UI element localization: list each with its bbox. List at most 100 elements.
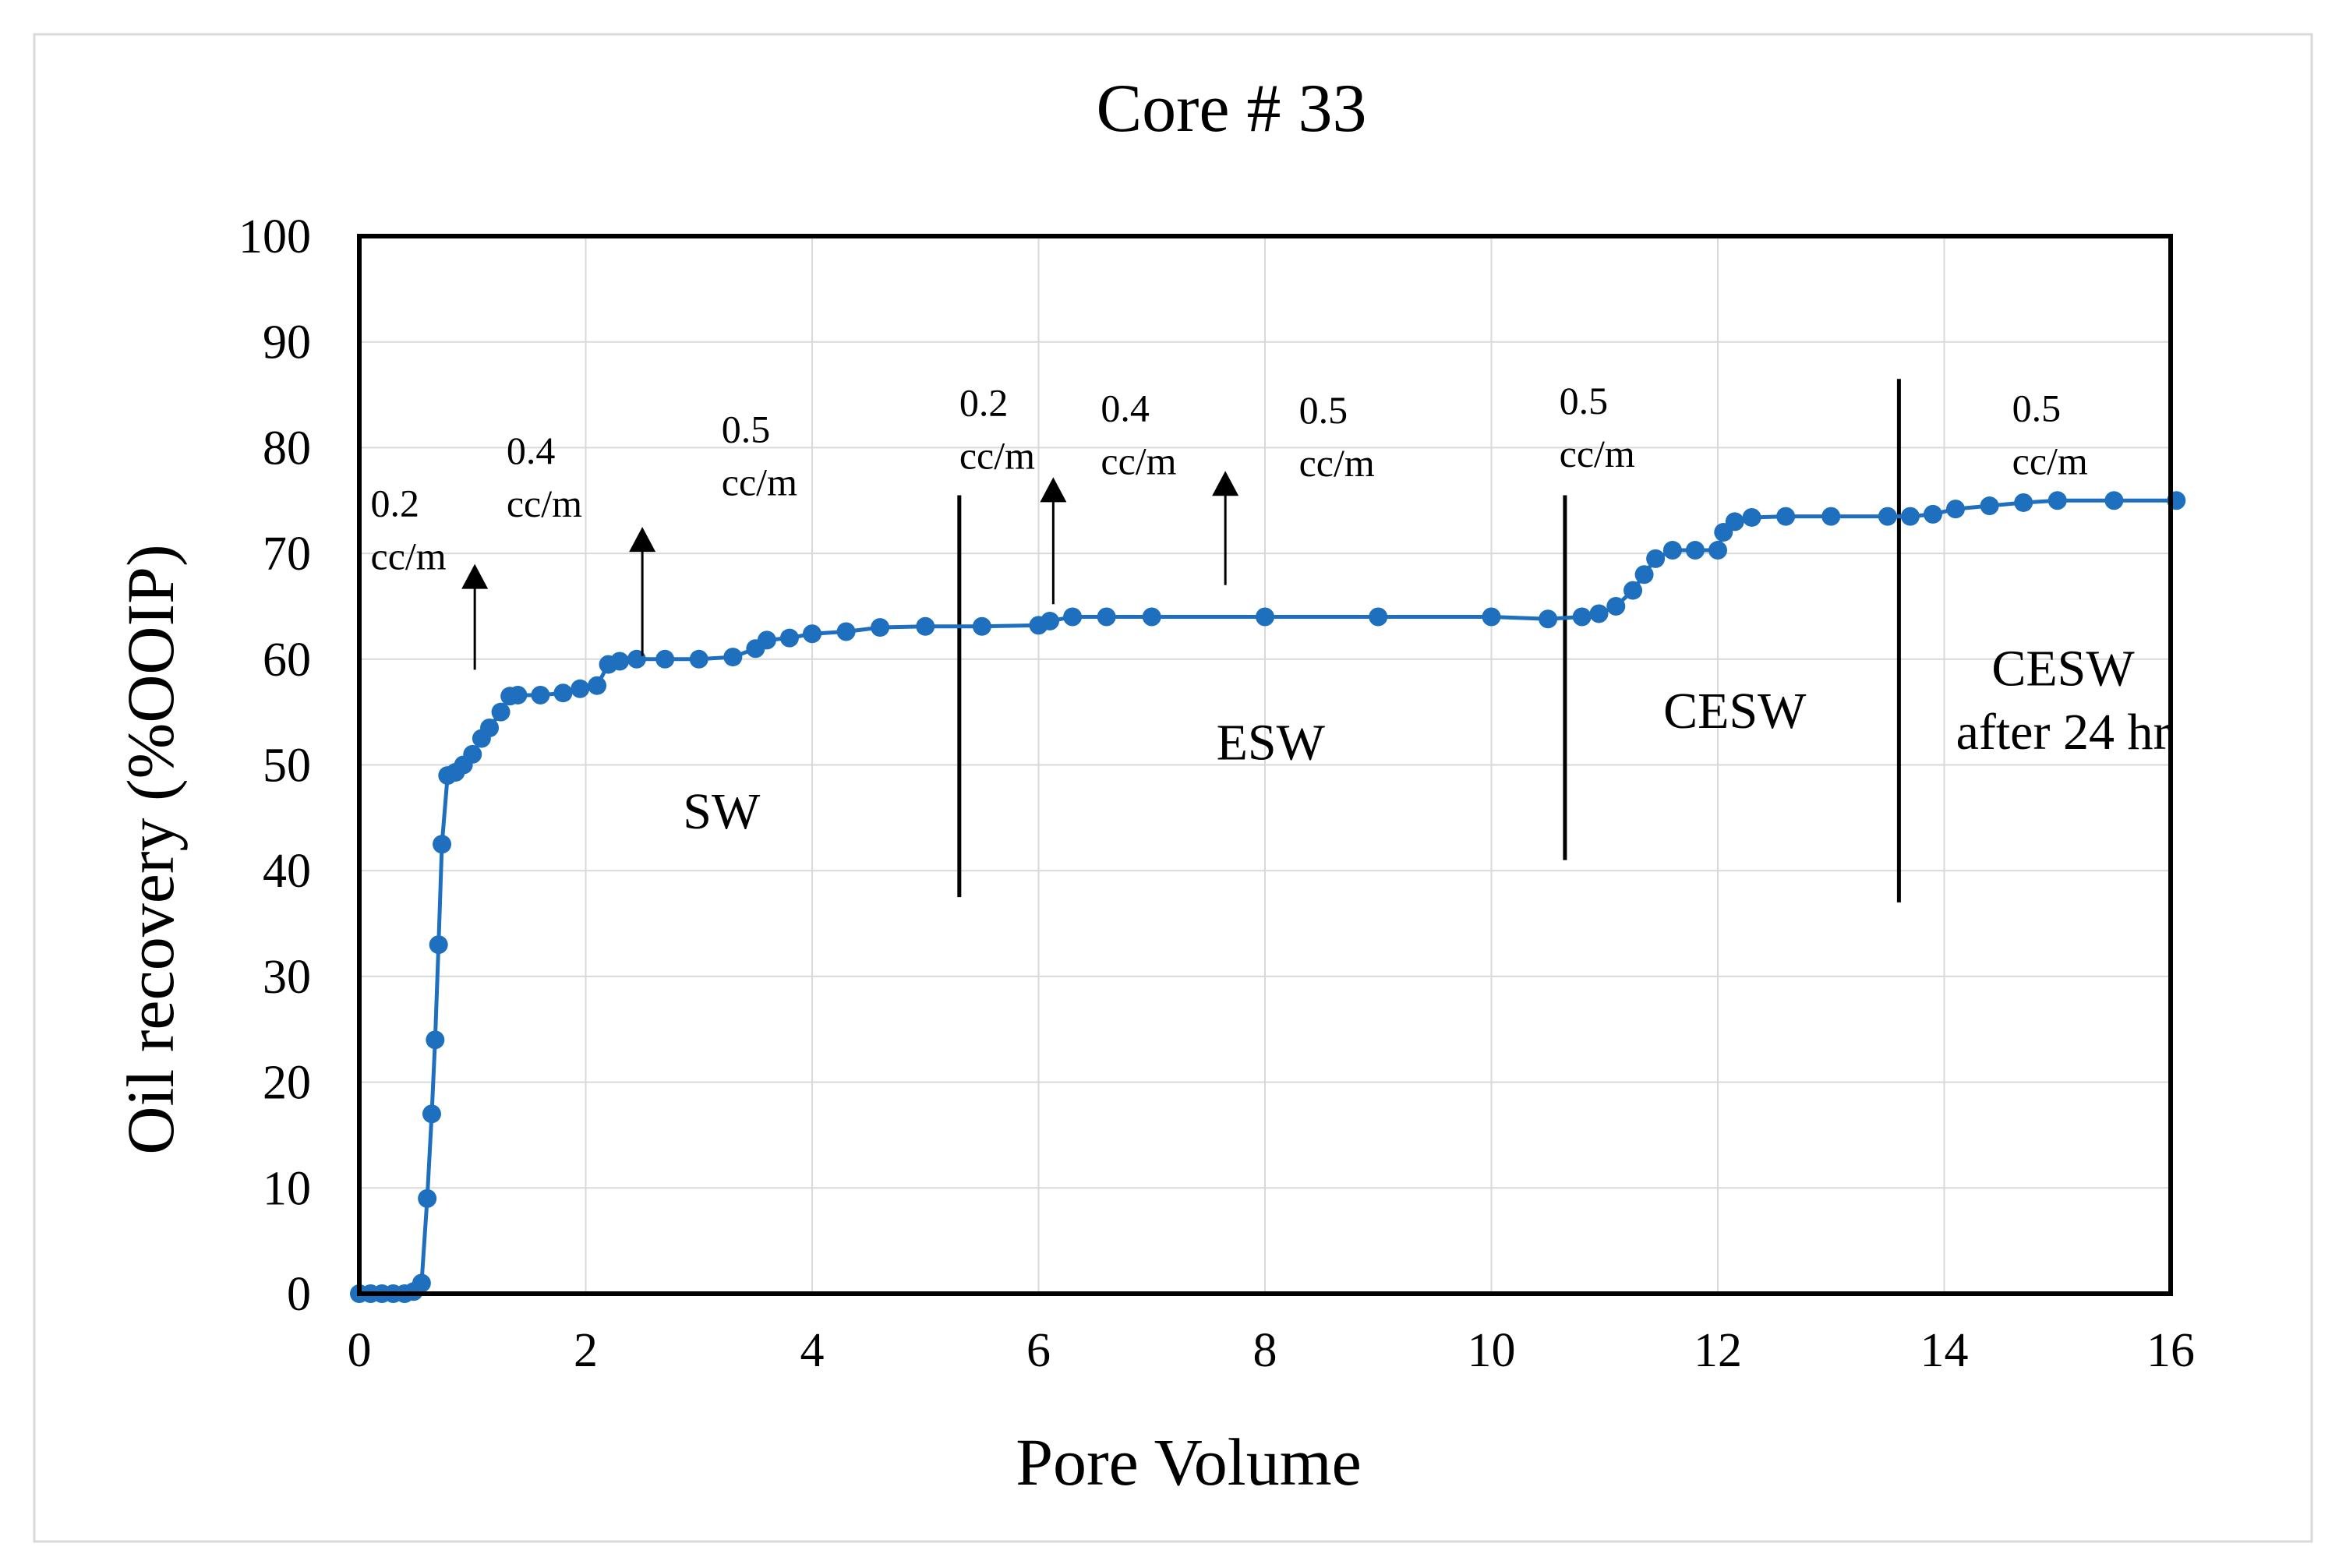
x-tick-label: 14 — [1920, 1324, 1969, 1377]
data-point — [1646, 549, 1666, 568]
data-point — [2014, 493, 2033, 512]
phase-label: ESW — [1217, 715, 1326, 772]
data-point — [2104, 491, 2124, 510]
data-point — [429, 935, 448, 955]
data-point — [531, 685, 550, 705]
x-tick-label: 10 — [1468, 1324, 1516, 1377]
rate-label-unit: cc/m — [722, 461, 797, 504]
rate-label-value: 0.2 — [371, 482, 420, 525]
chart-frame — [33, 33, 2313, 1543]
y-tick-label: 80 — [263, 422, 311, 475]
arrow-head — [1040, 477, 1067, 503]
y-tick-label: 90 — [263, 316, 311, 369]
data-point — [1776, 507, 1796, 526]
data-point — [1482, 607, 1501, 627]
phase-label: CESW — [1991, 641, 2135, 697]
rate-label-unit: cc/m — [1299, 441, 1375, 485]
series — [350, 491, 2186, 1303]
data-point — [1623, 581, 1643, 600]
x-tick-label: 2 — [574, 1324, 598, 1377]
x-tick-label: 12 — [1694, 1324, 1742, 1377]
data-point — [553, 683, 573, 703]
data-point — [916, 616, 935, 636]
data-point — [757, 630, 776, 650]
y-tick-label: 100 — [238, 210, 311, 263]
data-point — [1946, 500, 1966, 519]
y-tick-label: 40 — [263, 845, 311, 898]
data-point — [426, 1030, 445, 1050]
data-point — [1256, 607, 1274, 627]
data-point — [610, 652, 630, 671]
data-point — [1539, 609, 1558, 629]
data-point — [655, 649, 675, 669]
x-tick-label: 0 — [348, 1324, 372, 1377]
rate-label-value: 0.4 — [1101, 386, 1150, 429]
annotations: 0.2 cc/m 0.4 cc/m 0.5 cc/m 0.2 cc/m 0.4 cc/m 0.5 cc… — [371, 379, 2171, 840]
data-point — [491, 702, 511, 722]
data-point — [803, 624, 821, 644]
data-point — [1878, 507, 1897, 526]
arrow-head — [461, 563, 489, 589]
chart-title: Core # 33 — [1096, 71, 1366, 147]
data-point — [418, 1188, 437, 1208]
y-tick-label: 70 — [263, 528, 311, 581]
data-point — [412, 1273, 431, 1293]
y-tick-label: 0 — [287, 1268, 311, 1321]
y-tick-label: 10 — [263, 1162, 311, 1215]
x-tick-label: 16 — [2146, 1324, 2195, 1377]
rate-label-unit: cc/m — [2012, 439, 2088, 482]
rate-label-value: 0.2 — [959, 381, 1009, 425]
data-point — [1097, 607, 1116, 627]
rate-label-unit: cc/m — [507, 482, 582, 525]
data-point — [723, 648, 743, 667]
y-tick-label: 50 — [263, 740, 311, 793]
data-point — [1662, 541, 1682, 560]
data-point — [1900, 507, 1920, 526]
phase-label: after 24 hr — [1956, 704, 2171, 761]
y-tick-label: 60 — [263, 634, 311, 687]
data-point — [1708, 541, 1727, 560]
y-tick-label: 20 — [263, 1057, 311, 1110]
data-point — [588, 676, 607, 695]
phase-dividers — [957, 379, 1901, 902]
grid — [359, 235, 2171, 1294]
x-tick-label: 4 — [800, 1324, 825, 1377]
x-tick-label: 8 — [1253, 1324, 1277, 1377]
data-point — [1063, 607, 1083, 627]
rate-label-value: 0.5 — [1560, 379, 1608, 422]
arrow-head — [629, 527, 656, 553]
rate-label-value: 0.5 — [2012, 386, 2062, 429]
y-axis-title: Oil recovery (%OOIP) — [113, 544, 188, 1154]
rate-label-value: 0.5 — [722, 408, 771, 451]
data-point — [1923, 504, 1942, 524]
x-tick-label: 6 — [1026, 1324, 1051, 1377]
plot-area-border — [357, 234, 2173, 1296]
data-point — [1725, 512, 1744, 531]
data-point — [1980, 496, 1999, 516]
data-point — [571, 679, 590, 698]
rate-label-value: 0.4 — [507, 429, 556, 472]
arrow-head — [1212, 471, 1239, 496]
data-point — [1589, 604, 1609, 623]
rate-label-value: 0.5 — [1299, 388, 1348, 432]
data-point — [422, 1104, 441, 1124]
phase-label: SW — [683, 783, 761, 840]
rate-label-unit: cc/m — [1560, 432, 1635, 475]
data-point — [1041, 611, 1060, 630]
data-point — [433, 835, 452, 854]
data-point — [836, 622, 856, 641]
data-point — [1821, 507, 1841, 526]
data-point — [1572, 607, 1592, 627]
data-point — [480, 719, 500, 738]
data-point — [1634, 565, 1654, 584]
data-point — [779, 628, 799, 648]
data-point — [1606, 596, 1626, 616]
rate-label-unit: cc/m — [959, 434, 1035, 478]
data-point — [1742, 507, 1761, 527]
data-point — [1142, 607, 1161, 627]
data-point — [871, 618, 890, 637]
data-point — [508, 685, 528, 705]
rate-label-unit: cc/m — [1101, 439, 1176, 482]
y-tick-label: 30 — [263, 951, 311, 1004]
